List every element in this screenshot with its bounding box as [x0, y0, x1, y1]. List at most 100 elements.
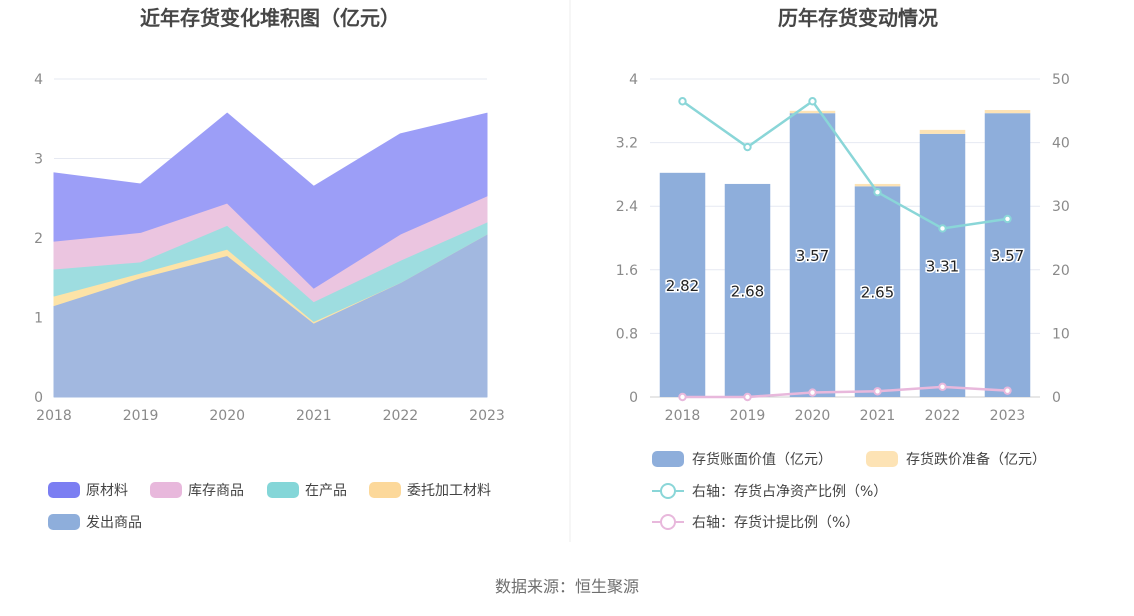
right-line-series [678, 97, 1012, 402]
left-x-tick: 2023 [469, 408, 505, 424]
legend-label: 存货跌价准备（亿元） [906, 451, 1046, 468]
right-x-tick: 2019 [730, 408, 766, 424]
line-point [1003, 214, 1012, 224]
bar-value-label: 2.82 [666, 277, 699, 295]
line-point [743, 392, 752, 402]
legend-item: 发出商品 [48, 514, 142, 531]
line-point [873, 387, 882, 396]
legend-label: 委托加工材料 [407, 483, 491, 499]
legend-swatch [150, 482, 182, 498]
legend-swatch [866, 451, 898, 467]
left-x-tick: 2018 [36, 408, 72, 424]
legend-label: 在产品 [305, 483, 347, 499]
bar-impairment [854, 183, 901, 187]
line-series-0 [678, 97, 1012, 233]
right-y-tick: 4 [629, 72, 638, 88]
right-y2-tick: 20 [1052, 263, 1070, 279]
line-point [873, 188, 882, 197]
bar-impairment [984, 110, 1031, 114]
legend-item: 存货账面价值（亿元） [652, 451, 832, 468]
legend-label: 发出商品 [86, 515, 142, 531]
right-x-axis: 2018 2019 2020 2021 2022 2023 [665, 408, 1026, 424]
bar-value-label: 2.65 [861, 284, 894, 302]
line-point [678, 392, 687, 402]
legend-swatch [48, 514, 80, 530]
line-point [678, 97, 687, 106]
legend-line-icon [652, 483, 684, 499]
bar-book-value [984, 113, 1031, 397]
right-y2-tick: 40 [1052, 136, 1070, 152]
legend-item: 在产品 [267, 482, 347, 499]
left-x-tick: 2022 [383, 408, 419, 424]
left-y-tick: 0 [34, 390, 43, 406]
legend-swatch [652, 451, 684, 467]
legend-label: 存货账面价值（亿元） [692, 451, 832, 468]
right-y2-axis: 0 10 20 30 40 50 [1052, 72, 1070, 406]
legend-label: 原材料 [86, 483, 128, 499]
left-x-tick: 2020 [209, 408, 245, 424]
right-y2-tick: 30 [1052, 199, 1070, 215]
right-x-tick: 2022 [925, 408, 961, 424]
line-series-1 [678, 382, 1012, 402]
bar-value-label: 3.31 [926, 257, 959, 275]
bar-book-value [919, 133, 966, 398]
legend-label: 右轴：存货占净资产比例（%） [692, 483, 887, 500]
right-y2-tick: 50 [1052, 72, 1070, 88]
legend-line-icon [652, 514, 684, 530]
legend-swatch [267, 482, 299, 498]
legend-swatch [48, 482, 80, 498]
right-y-tick: 1.6 [616, 263, 638, 279]
line-point [938, 382, 947, 392]
right-x-tick: 2020 [795, 408, 831, 424]
right-y-axis: 0 0.8 1.6 2.4 3.2 4 [616, 72, 638, 406]
bar-value-label: 2.68 [731, 282, 764, 300]
line-point [743, 142, 752, 152]
left-y-axis: 0 1 2 3 4 [34, 72, 43, 406]
bar-book-value [789, 113, 836, 397]
right-y-tick: 3.2 [616, 136, 638, 152]
right-legend: 存货账面价值（亿元） 存货跌价准备（亿元） 右轴：存货占净资产比例（%） 右轴：存货计… [652, 451, 1046, 531]
bar-book-value [724, 183, 771, 397]
left-y-tick: 2 [34, 231, 43, 247]
right-x-tick: 2018 [665, 408, 701, 424]
right-gridlines [650, 78, 1040, 398]
left-y-tick: 3 [34, 152, 43, 168]
right-y-tick: 2.4 [616, 199, 638, 215]
left-y-tick: 4 [34, 72, 43, 88]
right-y2-tick: 10 [1052, 326, 1070, 342]
legend-label: 库存商品 [188, 483, 244, 499]
right-x-tick: 2023 [990, 408, 1026, 424]
bar-book-value [854, 186, 901, 397]
left-area-series [53, 112, 488, 398]
right-bar-series: 2.82 2.68 3.57 2.65 3.31 3.57 [659, 110, 1031, 398]
left-x-tick: 2021 [296, 408, 332, 424]
line-point [938, 224, 947, 233]
legend-swatch [369, 482, 401, 498]
legend-item: 库存商品 [150, 482, 244, 499]
bar-impairment [919, 129, 966, 134]
line-point [808, 388, 817, 397]
right-y2-tick: 0 [1052, 390, 1061, 406]
legend-item: 存货跌价准备（亿元） [866, 451, 1046, 468]
left-x-axis: 2018 2019 2020 2021 2022 2023 [36, 408, 505, 424]
line-path [682, 385, 1008, 399]
left-x-tick: 2019 [123, 408, 159, 424]
legend-item: 右轴：存货占净资产比例（%） [652, 483, 887, 500]
legend-item: 原材料 [48, 482, 128, 499]
data-source: 数据来源：恒生聚源 [495, 577, 639, 596]
right-chart-title: 历年存货变动情况 [778, 6, 938, 30]
bar-value-label: 3.57 [796, 247, 829, 265]
right-y-tick: 0 [629, 390, 638, 406]
legend-label: 右轴：存货计提比例（%） [692, 514, 859, 531]
left-chart-title: 近年存货变化堆积图（亿元） [140, 6, 400, 30]
right-y-tick: 0.8 [616, 326, 638, 342]
line-point [808, 97, 817, 106]
line-path [681, 99, 1008, 230]
line-point [1003, 386, 1012, 395]
bar-impairment [789, 110, 836, 114]
left-y-tick: 1 [34, 311, 43, 327]
legend-item: 右轴：存货计提比例（%） [652, 514, 859, 531]
bar-book-value [659, 172, 706, 397]
bar-value-label: 3.57 [991, 247, 1024, 265]
